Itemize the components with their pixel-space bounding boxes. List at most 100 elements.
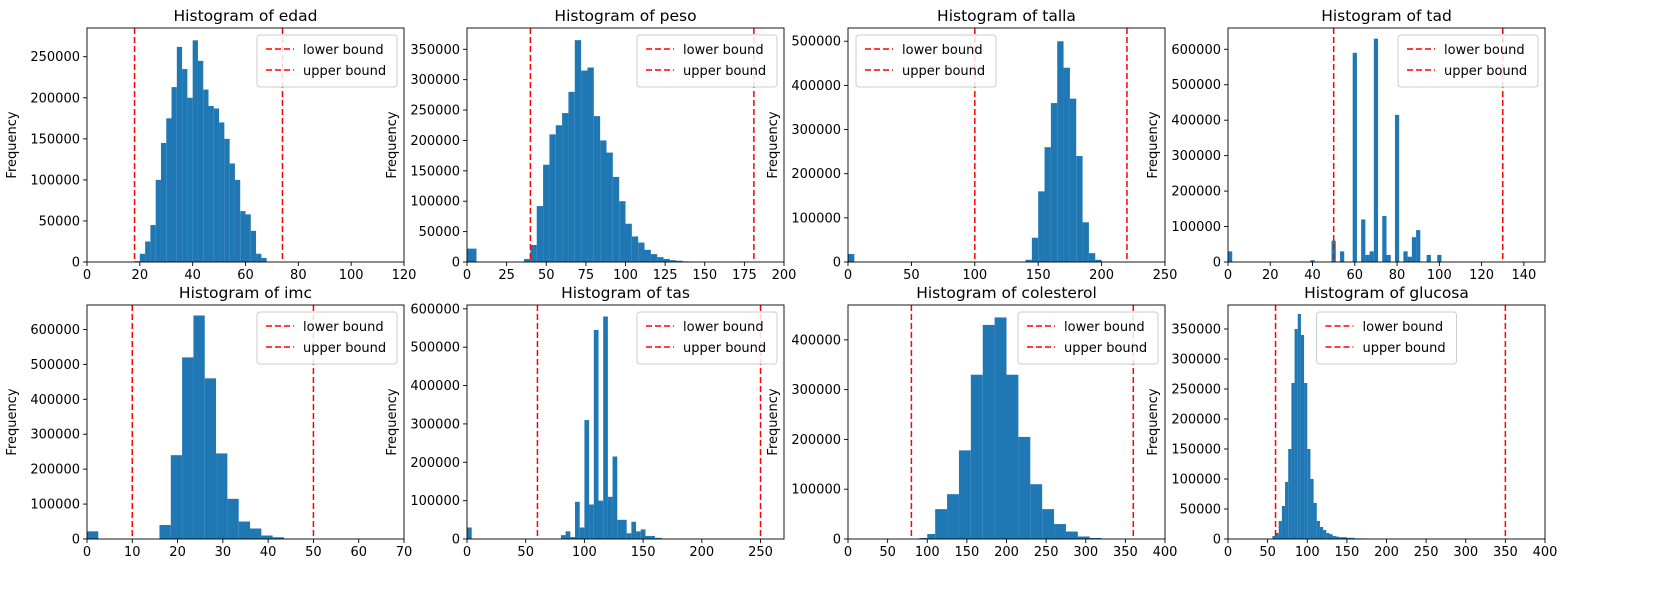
x-tick-label: 50: [538, 268, 555, 283]
histogram-bar: [272, 537, 284, 539]
histogram-bar: [848, 254, 855, 262]
histogram-bar: [631, 521, 637, 539]
legend: lower bound upper bound: [1397, 34, 1539, 88]
histogram-bar: [589, 504, 594, 539]
x-tick-label: 40: [184, 268, 201, 283]
histogram-bar: [1228, 251, 1233, 262]
histogram-bar: [216, 453, 228, 539]
histogram-bar: [612, 176, 620, 262]
y-tick-label: 600000: [30, 323, 80, 338]
histogram-bar: [958, 450, 971, 539]
y-axis-label: Frequency: [385, 111, 400, 178]
histogram-bar: [1407, 256, 1412, 262]
x-tick-label: 250: [1153, 268, 1178, 283]
y-tick-label: 300000: [1171, 353, 1221, 368]
y-tick-label: 200000: [1171, 185, 1221, 200]
y-tick-label: 600000: [410, 302, 460, 317]
y-tick-label: 300000: [410, 417, 460, 432]
x-tick-label: 40: [260, 545, 277, 560]
y-tick-label: 100000: [410, 494, 460, 509]
histogram-bar: [1069, 98, 1077, 262]
histogram-bar: [159, 525, 171, 539]
plot-area: [1272, 305, 1507, 539]
y-tick-label: 300000: [410, 73, 460, 88]
histogram-bar: [1382, 215, 1387, 262]
histogram-bar: [250, 230, 257, 262]
histogram-bar: [1340, 251, 1345, 262]
x-tick-label: 50: [903, 268, 920, 283]
histogram-bar: [1063, 67, 1070, 262]
axes-frame: [847, 27, 1166, 263]
legend-label: lower bound: [902, 43, 983, 58]
histogram-bar: [587, 67, 594, 262]
y-axis-label: Frequency: [5, 388, 20, 455]
histogram-bar: [1275, 533, 1279, 539]
histogram-bar: [229, 163, 235, 262]
histogram-bar: [1310, 260, 1315, 262]
x-tick-label: 250: [748, 545, 773, 560]
histogram-bar: [1313, 503, 1317, 539]
x-tick-label: 150: [631, 545, 656, 560]
histogram-bar: [467, 527, 472, 539]
histogram-bar: [575, 501, 580, 539]
histogram-bar: [530, 244, 537, 262]
x-tick-label: 75: [578, 268, 595, 283]
x-tick-label: 0: [83, 268, 91, 283]
y-tick-label: 150000: [410, 164, 460, 179]
x-tick-label: 0: [844, 268, 852, 283]
histogram-bar: [574, 40, 582, 262]
legend-box: [256, 311, 398, 365]
x-tick-label: 100: [962, 268, 987, 283]
x-tick-label: 0: [1224, 545, 1232, 560]
x-tick-label: 350: [1493, 545, 1518, 560]
x-tick-label: 250: [1034, 545, 1059, 560]
histogram-bar: [536, 206, 544, 262]
legend-box: [256, 34, 398, 88]
histogram-bar: [619, 201, 626, 262]
x-tick-label: 20: [1262, 268, 1279, 283]
histogram-bar: [645, 535, 651, 539]
axes-frame: [1227, 27, 1546, 263]
x-tick-label: 60: [1347, 268, 1364, 283]
histogram-bar: [1426, 254, 1431, 262]
legend: lower bound upper bound: [256, 311, 398, 365]
plot-area: [910, 305, 1135, 539]
x-tick-label: 120: [392, 268, 417, 283]
histogram-bar: [1076, 156, 1083, 262]
histogram-bar: [150, 225, 156, 262]
y-tick-label: 350000: [1171, 323, 1221, 338]
legend-label: lower bound: [1363, 320, 1444, 335]
y-tick-label: 200000: [791, 167, 841, 182]
histogram-bar: [1077, 536, 1090, 539]
histogram-bar: [644, 249, 651, 262]
histogram-bar: [1285, 482, 1289, 539]
x-tick-label: 100: [613, 268, 638, 283]
x-tick-label: 10: [124, 545, 141, 560]
legend-box: [636, 311, 778, 365]
x-tick-label: 100: [1295, 545, 1320, 560]
x-tick-label: 0: [1224, 268, 1232, 283]
histogram-panel-8: 0 50 100 150 200 250 300 350 400 0 50000 100000 1500…: [1146, 284, 1557, 560]
histogram-bar: [919, 538, 928, 539]
histogram-bar: [467, 248, 477, 262]
axes-frame: [466, 304, 785, 540]
y-tick-label: 100000: [791, 483, 841, 498]
histogram-bar: [227, 498, 239, 539]
chart-title: Histogram of tad: [1321, 7, 1452, 25]
y-tick-label: 100000: [30, 173, 80, 188]
histogram-panel-2: 0 25 50 75 100 125 150 175 200 0 50000 100000 150000…: [385, 7, 796, 283]
y-axis-label: Frequency: [1146, 111, 1161, 178]
y-tick-label: 0: [1213, 256, 1221, 271]
chart-title: Histogram of glucosa: [1304, 284, 1469, 302]
histogram-bar: [994, 317, 1007, 539]
histogram-bar: [204, 378, 217, 539]
histogram-bar: [208, 106, 214, 262]
histogram-bar: [87, 531, 99, 539]
legend: lower bound upper bound: [1316, 311, 1457, 365]
y-tick-label: 200000: [1171, 413, 1221, 428]
y-tick-label: 500000: [410, 341, 460, 356]
y-tick-label: 300000: [1171, 149, 1221, 164]
histogram-bar: [935, 509, 948, 539]
y-tick-label: 100000: [1171, 220, 1221, 235]
x-tick-label: 80: [290, 268, 307, 283]
